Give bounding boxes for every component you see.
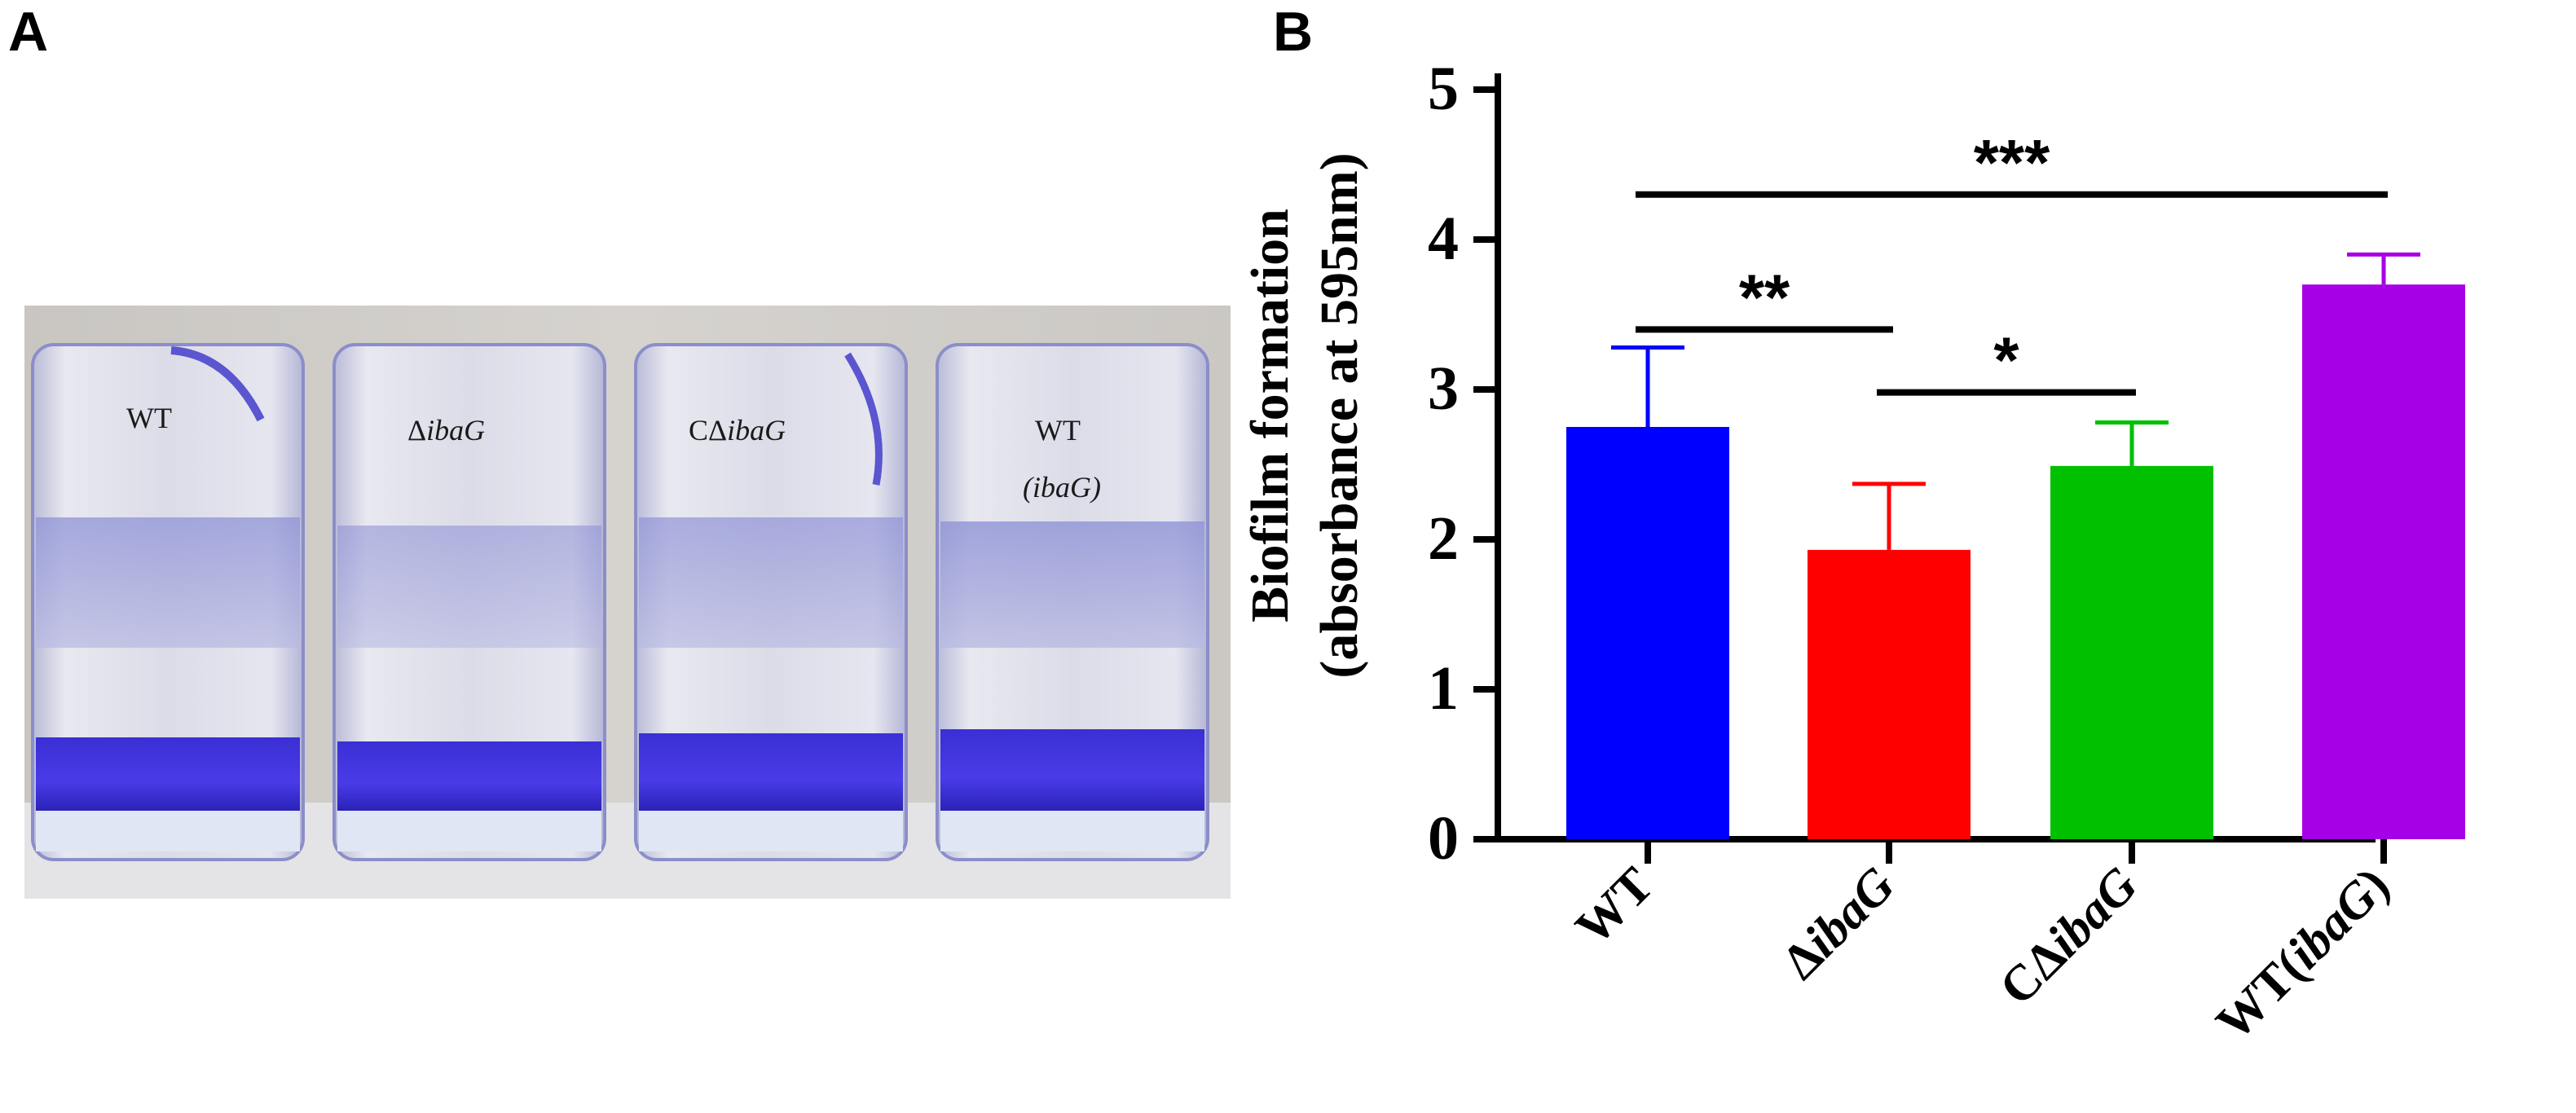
y-axis-title-line2: (absorbance at 595nm)	[1310, 152, 1369, 678]
significance-label: *	[1993, 324, 2019, 397]
tube-label-wt-ibag-line2: (ibaG)	[1023, 471, 1101, 504]
bar-2	[2050, 465, 2213, 839]
x-category-label: WT(ibaG)	[2206, 857, 2400, 1051]
tube-label-c-ibag: CΔibaG	[689, 414, 786, 447]
tube	[31, 343, 305, 861]
y-tick-label: 3	[1428, 354, 1459, 423]
panel-label-a: A	[8, 1, 49, 63]
significance-label: ***	[1974, 126, 2050, 199]
y-tick-label: 0	[1428, 804, 1459, 873]
tube	[332, 343, 606, 861]
x-category-label-part: WT	[1565, 857, 1664, 956]
bar-1	[1808, 549, 1971, 839]
x-category-label: CΔibaG	[1989, 857, 2148, 1016]
significance-label: **	[1739, 261, 1790, 333]
panel-label-b: B	[1273, 1, 1314, 63]
biofilm-tubes-photo: WT ΔibaG CΔibaG WT (ibaG)	[24, 306, 1231, 899]
y-tick-label: 5	[1428, 55, 1459, 123]
tube	[634, 343, 908, 861]
bar-3	[2302, 284, 2465, 839]
tube-label-ibag: ΔibaG	[407, 414, 485, 447]
y-tick-label: 4	[1428, 205, 1459, 273]
tube-label-wt-ibag: WT	[1035, 414, 1081, 447]
tube	[936, 343, 1209, 861]
x-category-label: WT	[1565, 857, 1664, 956]
bar-0	[1566, 427, 1729, 839]
y-tick-label: 1	[1428, 654, 1459, 723]
y-tick-label: 2	[1428, 504, 1459, 573]
tube-label-wt: WT	[126, 402, 172, 434]
x-category-label: ΔibaG	[1772, 857, 1905, 990]
y-axis-title-line1: Biofilm formation	[1240, 209, 1300, 622]
